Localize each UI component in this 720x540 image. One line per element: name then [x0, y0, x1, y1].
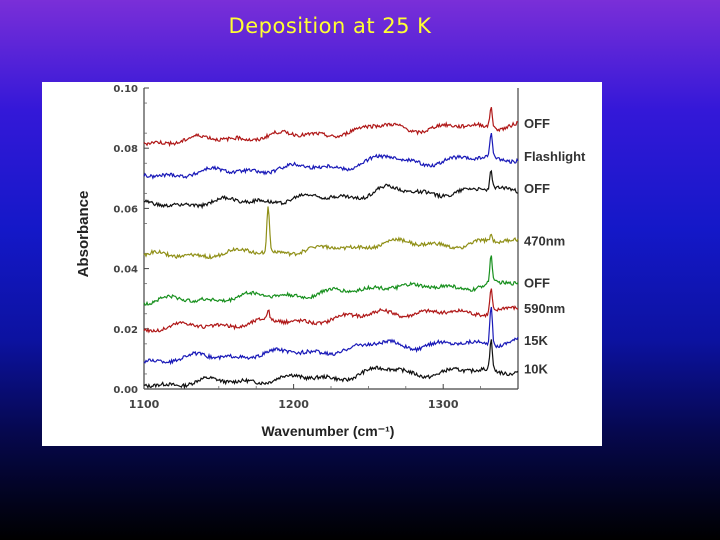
series-label-1: 15K	[524, 333, 548, 348]
x-tick-label: 1200	[278, 398, 309, 411]
series-label-7: OFF	[524, 116, 550, 131]
y-tick-label: 0.02	[113, 325, 138, 336]
series-layer	[143, 107, 519, 390]
y-axis-title: Absorbance	[75, 191, 92, 278]
y-tick-label: 0.06	[113, 204, 138, 215]
series-label-4: 470nm	[524, 234, 565, 249]
series-label-5: OFF	[524, 181, 550, 196]
series-line-5	[143, 169, 518, 210]
absorbance-chart: 0.00 0.02 0.04 0.06 0.08 0.10 1100 1200 1300 10K…	[75, 84, 586, 439]
chart-axes: 0.00 0.02 0.04 0.06 0.08 0.10 1100 1200 1300	[113, 84, 519, 411]
series-line-0	[143, 339, 519, 390]
series-line-2	[143, 288, 519, 334]
y-tick-label: 0.00	[113, 385, 138, 396]
y-tick-label: 0.10	[113, 84, 138, 95]
x-tick-label: 1100	[129, 398, 160, 411]
slide-title: Deposition at 25 K	[228, 14, 432, 38]
series-label-2: 590nm	[524, 301, 565, 316]
series-line-4	[143, 206, 519, 260]
y-tick-label: 0.04	[113, 265, 138, 276]
series-label-0: 10K	[524, 361, 548, 376]
series-label-3: OFF	[524, 276, 550, 291]
labels-layer: 10K 15K 590nm OFF 470nm OFF Flashlight OFF	[524, 116, 586, 376]
series-label-6: Flashlight	[524, 149, 586, 164]
series-line-1	[143, 306, 519, 366]
x-axis-title: Wavenumber (cm⁻¹)	[262, 423, 395, 439]
series-line-3	[143, 255, 519, 306]
y-tick-label: 0.08	[113, 144, 138, 155]
series-line-6	[143, 132, 519, 180]
series-line-7	[143, 107, 519, 148]
x-tick-label: 1300	[428, 398, 459, 411]
chart-panel: 0.00 0.02 0.04 0.06 0.08 0.10 1100 1200 1300 10K…	[42, 82, 602, 446]
